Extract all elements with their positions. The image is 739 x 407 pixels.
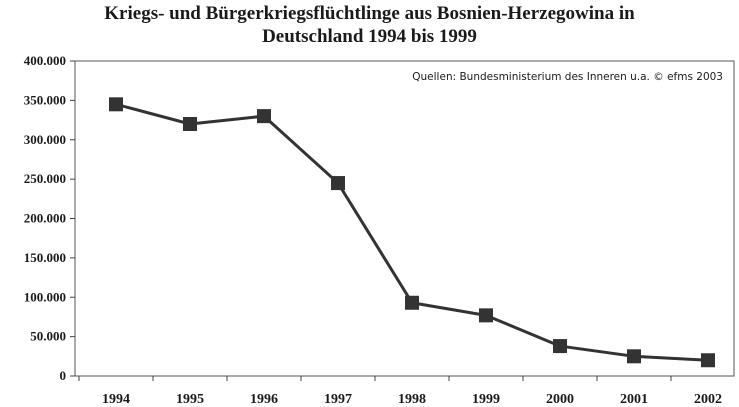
x-tick-label: 1998 [398, 392, 426, 407]
data-point [405, 295, 419, 310]
data-point [257, 109, 271, 124]
x-tick-label: 1994 [102, 392, 130, 407]
y-tick-label: 200.000 [24, 211, 66, 226]
series-line [115, 102, 709, 362]
data-point [183, 117, 197, 131]
y-tick-label: 300.000 [24, 132, 66, 147]
y-tick-label: 0 [60, 368, 67, 383]
x-tick-label: 2000 [546, 392, 574, 407]
chart-title-line-2: Deutschland 1994 bis 1999 [262, 26, 477, 47]
data-point [627, 349, 641, 364]
x-axis: 1994 1995 1996 1997 1998 1999 2000 2001 2002 [78, 376, 722, 407]
source-note: Quellen: Bundesministerium des Inneren u… [412, 71, 723, 83]
data-point [109, 97, 123, 112]
y-axis: 0 50.000 100.000 150.000 200.000 250.000 300.0… [24, 53, 75, 383]
chart-title: Kriegs- und Bürgerkriegsflüchtlinge aus … [0, 2, 739, 48]
chart-title-line-1: Kriegs- und Bürgerkriegsflüchtlinge aus … [104, 3, 635, 24]
x-tick-label: 1996 [250, 392, 278, 407]
x-tick-label: 1997 [324, 392, 352, 407]
y-tick-label: 50.000 [30, 329, 66, 344]
x-tick-label: 1999 [472, 392, 500, 407]
y-tick-label: 250.000 [24, 171, 66, 186]
y-tick-label: 400.000 [24, 53, 66, 68]
x-tick-label: 1995 [176, 392, 204, 407]
x-tick-label: 2002 [694, 392, 722, 407]
x-tick-label: 2001 [620, 392, 648, 407]
y-tick-label: 150.000 [24, 250, 66, 265]
y-tick-label: 350.000 [24, 92, 66, 107]
data-point [479, 308, 493, 323]
series-refugees [109, 97, 715, 368]
data-point [331, 176, 345, 191]
y-tick-label: 100.000 [24, 289, 66, 304]
plot-border [74, 60, 735, 377]
data-point [701, 353, 715, 368]
data-point [553, 339, 567, 354]
